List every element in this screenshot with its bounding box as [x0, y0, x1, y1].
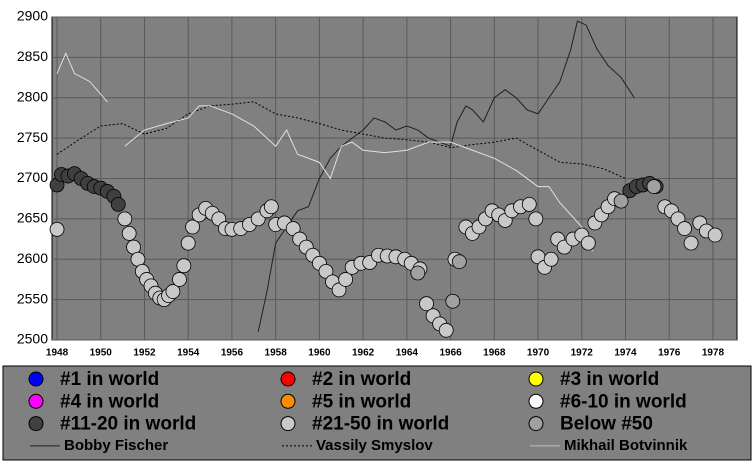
- point: [410, 265, 426, 281]
- x-tick-label: 1978: [702, 348, 725, 359]
- x-tick-label: 1972: [571, 348, 594, 359]
- y-tick-label: 2850: [17, 48, 48, 64]
- point: [338, 272, 354, 287]
- point: [543, 251, 559, 267]
- x-tick-label: 1960: [308, 348, 331, 359]
- point: [707, 227, 723, 243]
- x-tick-label: 1950: [90, 348, 113, 359]
- point: [528, 211, 544, 227]
- point: [445, 293, 461, 309]
- legend-label: Below #50: [560, 414, 653, 435]
- y-tick-label: 2700: [17, 169, 48, 185]
- x-tick-label: 1970: [527, 348, 550, 359]
- marks: [49, 20, 723, 338]
- legend-symbol: [28, 416, 44, 432]
- legend-symbol: [280, 416, 296, 432]
- legend: #1 in world #2 in world #3 in world #4 in w…: [28, 369, 688, 454]
- y-tick-label: 2750: [17, 129, 48, 145]
- point: [117, 211, 133, 227]
- legend-symbol: [280, 393, 296, 409]
- x-tick-label: 1964: [396, 348, 419, 359]
- point: [438, 322, 454, 338]
- series-line: [257, 20, 635, 333]
- point: [318, 263, 334, 279]
- y-tick-label: 2600: [17, 250, 48, 266]
- legend-label: #3 in world: [560, 369, 659, 390]
- x-tick-label: 1952: [133, 348, 156, 359]
- legend-label: #6-10 in world: [560, 391, 687, 412]
- x-tick-label: 1968: [483, 348, 506, 359]
- point: [185, 219, 200, 235]
- y-tick-label: 2800: [17, 88, 48, 104]
- legend-label: #4 in world: [60, 391, 159, 412]
- x-tick-label: 1956: [221, 348, 244, 359]
- legend-label: Vassily Smyslov: [316, 437, 433, 454]
- point: [165, 284, 181, 299]
- series-line: [124, 105, 594, 252]
- legend-symbol: [528, 416, 544, 432]
- series-line: [56, 52, 108, 103]
- y-tick-label: 2500: [17, 331, 48, 347]
- point: [646, 179, 662, 194]
- point: [172, 272, 187, 287]
- point: [285, 221, 301, 236]
- legend-label: Bobby Fischer: [64, 437, 168, 454]
- x-tick-label: 1954: [177, 348, 200, 359]
- point: [110, 196, 126, 212]
- legend-symbol: [528, 393, 544, 409]
- y-tick-label: 2900: [17, 8, 48, 24]
- point: [580, 235, 596, 251]
- point: [683, 235, 699, 251]
- point: [521, 196, 537, 212]
- grid: 2500 2550 2600 2650 2700 2750 2800 2850 2900 1948…: [17, 8, 737, 359]
- x-tick-label: 1974: [614, 348, 637, 359]
- y-tick-label: 2550: [17, 290, 48, 306]
- legend-label: Mikhail Botvinnik: [564, 437, 688, 454]
- x-tick-label: 1958: [265, 348, 288, 359]
- point: [121, 226, 137, 241]
- legend-label: #21-50 in world: [312, 414, 449, 435]
- point: [419, 296, 434, 312]
- point: [49, 221, 65, 237]
- point: [263, 199, 279, 215]
- point: [451, 254, 467, 270]
- x-tick-label: 1966: [439, 348, 462, 359]
- legend-label: #1 in world: [60, 369, 159, 390]
- legend-symbol: [28, 371, 44, 387]
- legend-label: #11-20 in world: [60, 414, 196, 435]
- legend-symbol: [528, 371, 544, 387]
- legend-symbol: [28, 393, 44, 409]
- series-line: [56, 101, 626, 179]
- point: [180, 235, 196, 251]
- x-tick-label: 1976: [658, 348, 681, 359]
- point: [331, 282, 347, 298]
- y-tick-label: 2650: [17, 210, 48, 226]
- point: [677, 221, 692, 236]
- x-tick-label: 1948: [46, 348, 69, 359]
- point: [176, 258, 192, 274]
- x-tick-label: 1962: [352, 348, 375, 359]
- point: [613, 193, 629, 209]
- legend-label: #5 in world: [312, 391, 411, 412]
- legend-label: #2 in world: [312, 369, 411, 390]
- legend-box: [2, 365, 752, 461]
- legend-symbol: [280, 371, 296, 387]
